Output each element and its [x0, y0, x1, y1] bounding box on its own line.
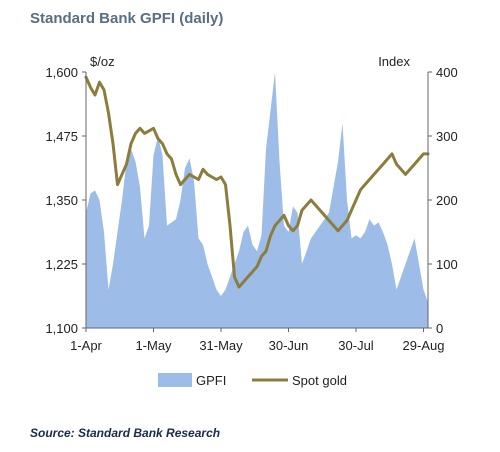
right-axis-unit: Index: [378, 54, 410, 69]
legend-spot-gold-label: Spot gold: [292, 373, 347, 388]
right-tick-label: 400: [436, 65, 458, 80]
legend-gpfi-label: GPFI: [196, 373, 226, 388]
left-tick-label: 1,350: [45, 193, 78, 208]
spot-gold-line: [84, 75, 430, 289]
x-tick-label: 29-Aug: [403, 338, 445, 353]
right-tick-label: 100: [436, 257, 458, 272]
left-tick-label: 1,225: [45, 257, 78, 272]
left-tick-label: 1,600: [45, 65, 78, 80]
x-tick-label: 30-Jun: [269, 338, 309, 353]
legend-gpfi-swatch: [158, 373, 192, 387]
gpfi-area: [86, 72, 428, 328]
x-tick-label: 1-Apr: [70, 338, 102, 353]
left-axis-unit: $/oz: [90, 54, 115, 69]
source-note: Source: Standard Bank Research: [30, 426, 221, 440]
left-tick-label: 1,100: [45, 321, 78, 336]
left-tick-label: 1,475: [45, 129, 78, 144]
right-tick-label: 300: [436, 129, 458, 144]
x-tick-label: 31-May: [199, 338, 243, 353]
right-tick-label: 200: [436, 193, 458, 208]
x-tick-label: 1-May: [135, 338, 172, 353]
chart-title: Standard Bank GPFI (daily): [30, 10, 224, 27]
x-tick-label: 30-Jul: [338, 338, 374, 353]
right-tick-label: 0: [436, 321, 443, 336]
